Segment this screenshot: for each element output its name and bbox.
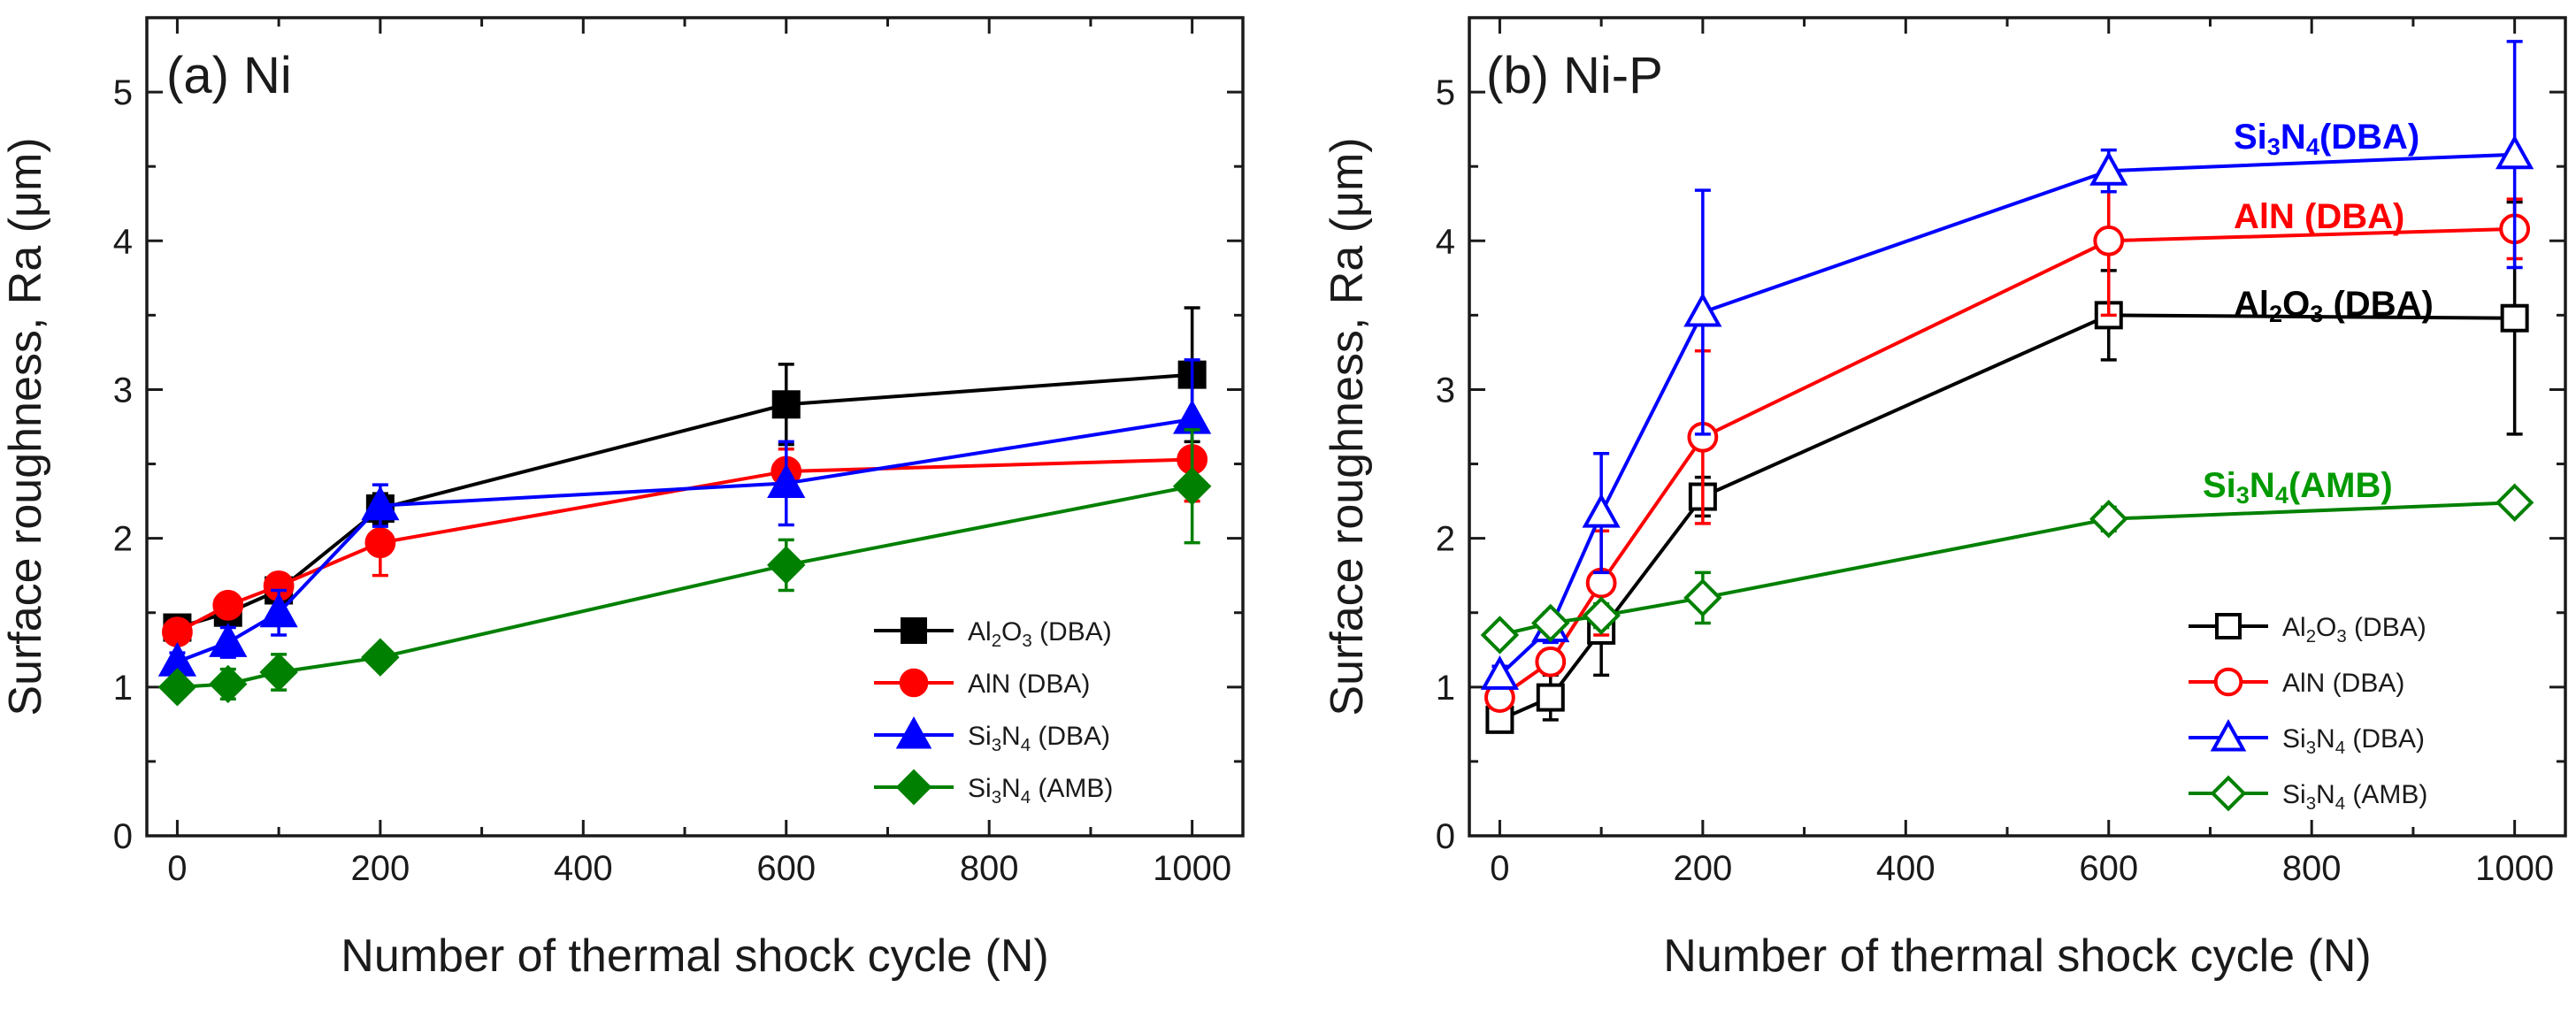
x-tick-label: 800 xyxy=(2282,849,2342,888)
x-tick-label: 1000 xyxy=(1153,849,1231,888)
data-point xyxy=(1535,646,1567,677)
x-tick-label: 800 xyxy=(960,849,1019,888)
x-tick-label: 200 xyxy=(350,849,410,888)
legend: Al2O3 (DBA) AlN (DBA) Si3N4 (DBA) Si3N4 (AM… xyxy=(874,617,1113,808)
x-tick-label: 600 xyxy=(756,849,816,888)
data-point xyxy=(1683,292,1722,327)
data-point xyxy=(1173,399,1212,434)
series-3 xyxy=(157,428,1212,707)
legend-marker xyxy=(901,617,927,644)
y-tick-label: 4 xyxy=(113,222,133,261)
y-tick-label: 4 xyxy=(1436,222,1455,261)
data-point xyxy=(767,546,806,585)
x-axis-title: Number of thermal shock cycle (N) xyxy=(341,930,1048,982)
data-point xyxy=(209,623,248,657)
legend-marker xyxy=(2215,613,2242,639)
data-point xyxy=(2093,225,2125,256)
data-point xyxy=(259,593,298,628)
legend-marker xyxy=(2210,718,2247,752)
data-point xyxy=(2089,150,2128,186)
data-point xyxy=(1172,467,1212,506)
data-point xyxy=(361,638,400,677)
legend-label: AlN (DBA) xyxy=(2282,669,2404,698)
series-line xyxy=(177,484,1193,689)
data-point xyxy=(259,653,298,692)
y-tick-label: 0 xyxy=(1436,817,1455,856)
x-tick-label: 400 xyxy=(554,849,613,888)
y-tick-label: 3 xyxy=(113,371,133,409)
legend-label: Si3N4 (AMB) xyxy=(2282,780,2427,814)
series-annotation: AlN (DBA) xyxy=(2234,197,2404,236)
series-3 xyxy=(1480,483,2534,654)
data-point xyxy=(1480,655,1520,690)
x-tick-label: 1000 xyxy=(2475,849,2554,888)
legend-label: Al2O3 (DBA) xyxy=(2282,613,2426,647)
series-annotation: Si3N4(DBA) xyxy=(2234,118,2419,160)
panel-label: (b) Ni-P xyxy=(1486,47,1663,104)
data-point xyxy=(2089,500,2128,539)
data-point xyxy=(2495,483,2534,523)
x-tick-label: 200 xyxy=(1673,849,1732,888)
data-point xyxy=(2496,134,2534,170)
y-tick-label: 1 xyxy=(113,669,133,708)
legend-marker xyxy=(899,668,929,698)
legend-label: Si3N4 (DBA) xyxy=(968,722,1110,755)
data-point xyxy=(2500,303,2529,333)
data-point xyxy=(361,486,400,521)
x-tick-label: 600 xyxy=(2079,849,2138,888)
legend-label: Al2O3 (DBA) xyxy=(968,617,1112,651)
legend-label: Si3N4 (AMB) xyxy=(968,774,1113,808)
y-tick-label: 0 xyxy=(113,817,133,856)
chart-panel-b: 0 200 400 600 800 1000 0 1 2 3 4 5 Number of thermal… xyxy=(1322,16,2567,982)
data-point xyxy=(1536,683,1565,712)
y-axis-title: Surface roughness, Ra (μm) xyxy=(0,137,51,716)
series-1 xyxy=(162,416,1208,647)
plot-frame xyxy=(145,16,1245,838)
legend-label: AlN (DBA) xyxy=(968,670,1090,699)
series-line xyxy=(176,457,1192,634)
data-point xyxy=(157,668,197,707)
data-point xyxy=(771,390,801,419)
data-point xyxy=(212,589,244,621)
x-tick-label: 0 xyxy=(167,849,187,888)
chart-panel-a: 0 200 400 600 800 1000 0 1 2 3 4 5 Number of thermal… xyxy=(0,16,1245,982)
data-point xyxy=(1582,596,1621,635)
series-0 xyxy=(163,306,1207,642)
x-tick-label: 400 xyxy=(1876,849,1936,888)
data-point xyxy=(1683,578,1722,617)
y-tick-label: 2 xyxy=(113,520,133,559)
y-tick-label: 2 xyxy=(1436,520,1455,559)
legend: Al2O3 (DBA) AlN (DBA) Si3N4 (DBA) Si3N4 (AM… xyxy=(2189,613,2427,814)
legend-marker xyxy=(895,716,932,749)
series-annotation: Al2O3 (DBA) xyxy=(2234,285,2434,327)
plot-frame xyxy=(1468,16,2567,838)
series-line xyxy=(1499,313,2515,722)
y-tick-label: 1 xyxy=(1436,669,1455,708)
data-point xyxy=(1582,493,1621,528)
data-point xyxy=(1531,603,1570,643)
data-point xyxy=(209,664,248,704)
data-point xyxy=(162,616,193,647)
y-tick-label: 5 xyxy=(1436,73,1455,112)
data-point xyxy=(767,463,806,498)
y-tick-label: 3 xyxy=(1436,371,1455,409)
y-axis-title: Surface roughness, Ra (μm) xyxy=(1322,137,1373,716)
data-point xyxy=(364,527,396,559)
series-2 xyxy=(157,358,1212,677)
y-tick-label: 5 xyxy=(113,73,133,112)
legend-marker xyxy=(2213,667,2243,697)
data-point xyxy=(1480,616,1520,654)
legend-marker xyxy=(2210,775,2247,812)
x-tick-label: 0 xyxy=(1490,849,1509,888)
series-annotation: Si3N4(AMB) xyxy=(2203,466,2393,509)
x-axis-title: Number of thermal shock cycle (N) xyxy=(1663,930,2371,982)
legend-label: Si3N4 (DBA) xyxy=(2282,724,2425,758)
panel-label: (a) Ni xyxy=(166,47,292,104)
legend-marker xyxy=(895,769,932,806)
